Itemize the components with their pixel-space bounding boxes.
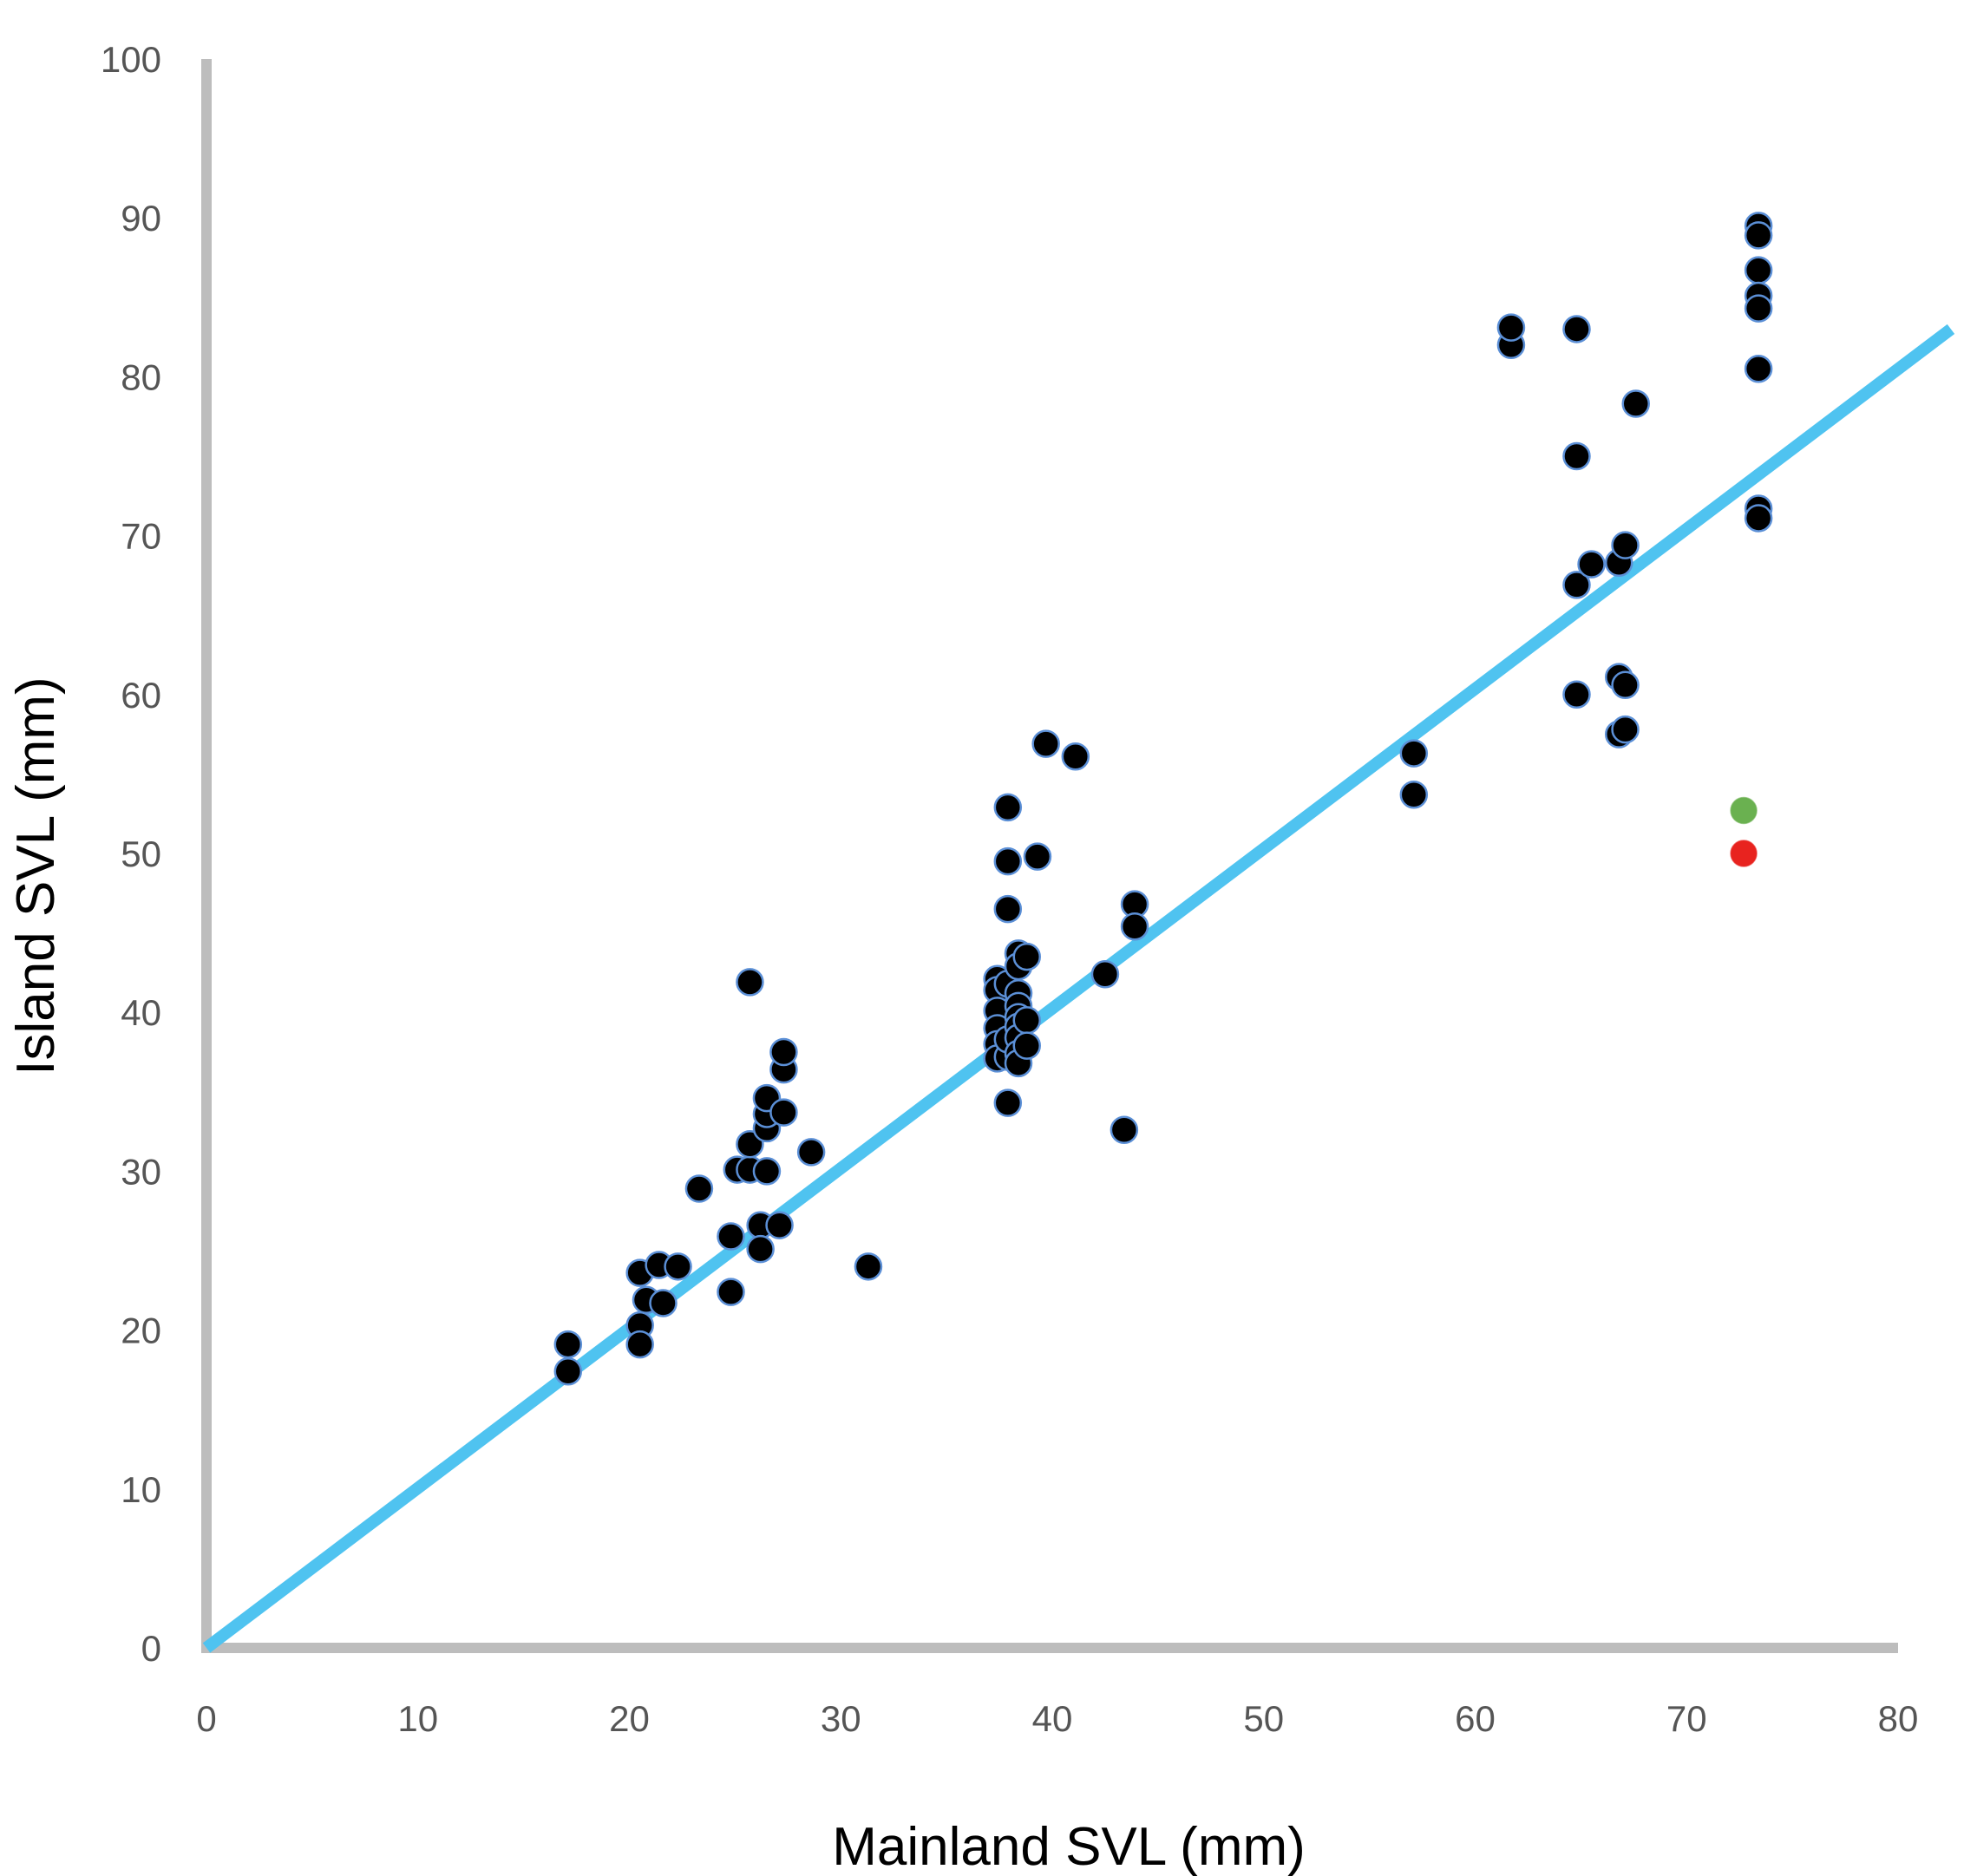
data-point: [769, 1098, 798, 1127]
data-point: [1399, 739, 1429, 768]
data-point: [752, 1157, 782, 1186]
data-point: [1611, 670, 1640, 700]
data-point: [717, 1222, 745, 1251]
data-point: [1031, 729, 1060, 758]
data-point: [1562, 315, 1591, 343]
data-point: [1023, 842, 1052, 871]
data-point: [1744, 504, 1773, 533]
y-tick-label: 50: [121, 833, 161, 874]
data-point: [1744, 256, 1773, 284]
data-point: [765, 1211, 794, 1239]
highlight-point-green: [1730, 796, 1758, 825]
data-point: [1012, 1031, 1041, 1060]
y-tick-label: 30: [121, 1151, 161, 1192]
data-point: [769, 1037, 798, 1067]
y-tick-labels: 0 10 20 30 40 50 60 70 80 90 100: [101, 39, 161, 1669]
x-tick-labels: 0 10 20 30 40 50 60 70 80: [196, 1698, 1918, 1739]
x-tick-label: 10: [397, 1698, 438, 1739]
data-point: [993, 1088, 1023, 1117]
reference-line-group: [202, 324, 1955, 1653]
x-tick-label: 50: [1243, 1698, 1284, 1739]
data-point: [1399, 780, 1429, 809]
data-points: [553, 212, 1773, 1386]
x-tick-label: 60: [1455, 1698, 1496, 1739]
x-tick-label: 30: [821, 1698, 861, 1739]
y-tick-label: 100: [101, 39, 161, 80]
x-tick-label: 0: [196, 1698, 216, 1739]
y-tick-label: 90: [121, 198, 161, 239]
data-point: [664, 1252, 692, 1281]
data-point: [553, 1330, 583, 1359]
x-tick-label: 40: [1032, 1698, 1073, 1739]
reference-line: [202, 324, 1955, 1653]
data-point: [993, 894, 1023, 924]
x-tick-label: 70: [1666, 1698, 1707, 1739]
data-point: [684, 1174, 714, 1203]
data-point: [1110, 1115, 1139, 1145]
data-point: [1577, 550, 1606, 578]
data-point: [1496, 313, 1526, 342]
y-tick-label: 0: [141, 1628, 161, 1669]
y-tick-label: 70: [121, 516, 161, 557]
data-point: [625, 1330, 654, 1359]
data-point: [993, 793, 1023, 822]
data-point: [717, 1278, 745, 1306]
data-point: [746, 1234, 775, 1264]
data-point: [649, 1289, 678, 1317]
data-point: [1562, 441, 1591, 471]
data-point: [796, 1138, 826, 1167]
x-axis-title: Mainland SVL (mm): [832, 1817, 1306, 1876]
x-tick-label: 20: [609, 1698, 650, 1739]
data-point: [1120, 912, 1149, 941]
data-point: [1012, 1006, 1041, 1035]
data-point: [1012, 942, 1041, 971]
y-tick-label: 20: [121, 1311, 161, 1351]
y-tick-label: 40: [121, 992, 161, 1033]
data-point: [736, 968, 764, 997]
data-point: [1061, 742, 1090, 771]
data-point: [1621, 389, 1650, 418]
data-point: [1744, 221, 1773, 250]
data-point: [1611, 531, 1640, 559]
highlight-point-red: [1730, 840, 1758, 867]
data-point: [1090, 959, 1120, 989]
axes: [201, 59, 1898, 1653]
data-point: [553, 1356, 583, 1386]
data-point: [1744, 294, 1773, 323]
data-point: [1562, 571, 1591, 599]
y-tick-label: 80: [121, 356, 161, 397]
data-point: [1611, 715, 1640, 744]
data-point: [854, 1252, 883, 1281]
x-tick-label: 80: [1878, 1698, 1919, 1739]
data-point: [993, 846, 1023, 876]
data-point: [1562, 680, 1591, 709]
y-axis-title: Island SVL (mm): [6, 677, 66, 1075]
y-tick-label: 10: [121, 1469, 161, 1510]
y-tick-label: 60: [121, 675, 161, 716]
data-point: [1744, 354, 1773, 383]
